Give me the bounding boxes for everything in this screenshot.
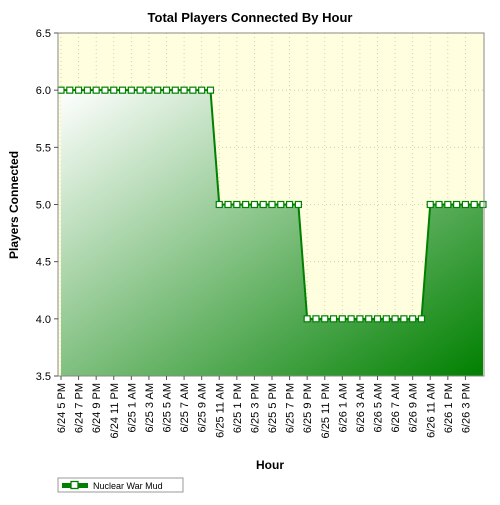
- y-tick-label: 4.5: [36, 257, 51, 269]
- data-point: [461, 200, 470, 209]
- data-point: [162, 86, 171, 94]
- data-point: [356, 315, 364, 323]
- x-tick-label: 6/25 3 PM: [249, 383, 261, 433]
- data-point: [294, 200, 302, 209]
- data-point: [303, 315, 311, 323]
- data-point: [321, 315, 329, 323]
- legend-label: Nuclear War Mud: [93, 481, 163, 491]
- data-point: [479, 200, 487, 209]
- data-point: [417, 315, 426, 323]
- x-tick-label: 6/26 9 AM: [408, 383, 420, 433]
- data-point: [400, 315, 408, 323]
- data-point: [233, 200, 241, 209]
- x-tick-label: 6/25 9 AM: [197, 383, 209, 433]
- data-point: [373, 315, 382, 323]
- data-point: [92, 86, 100, 94]
- x-tick-label: 6/26 1 PM: [443, 383, 455, 433]
- data-point: [57, 86, 65, 94]
- x-axis-label: Hour: [256, 458, 284, 472]
- y-axis: 3.5 4.0 4.5 5.0 5.5 6.0 6.5: [36, 28, 58, 383]
- data-point: [127, 86, 135, 94]
- y-tick-label: 5.5: [36, 142, 51, 154]
- series-area: [61, 90, 483, 377]
- data-point: [329, 315, 338, 323]
- y-tick-label: 6.0: [36, 85, 51, 97]
- y-tick-label: 4.0: [36, 314, 51, 326]
- data-point: [435, 200, 443, 209]
- y-tick-label: 6.5: [36, 28, 51, 40]
- y-tick-label: 5.0: [36, 200, 51, 212]
- data-point: [426, 200, 434, 209]
- x-tick-label: 6/25 7 AM: [179, 383, 191, 433]
- x-tick-label: 6/26 3 PM: [460, 383, 472, 433]
- x-axis: 6/24 5 PM 6/24 7 PM 6/24 9 PM 6/24 11 PM 6/2…: [56, 376, 472, 438]
- data-point: [312, 315, 320, 323]
- x-tick-label: 6/25 5 AM: [162, 383, 174, 433]
- legend-box: [57, 477, 184, 493]
- x-tick-label: 6/25 3 AM: [144, 383, 156, 433]
- data-point: [224, 200, 232, 209]
- data-point: [110, 86, 118, 94]
- data-point: [145, 86, 153, 94]
- data-point: [180, 86, 188, 94]
- data-point: [391, 315, 399, 323]
- chart-title: Total Players Connected By Hour: [148, 10, 353, 25]
- data-point: [66, 86, 74, 94]
- data-point: [347, 315, 355, 323]
- x-tick-label: 6/24 11 PM: [109, 383, 121, 438]
- x-tick-label: 6/26 7 AM: [390, 383, 402, 433]
- data-point: [215, 200, 223, 209]
- x-tick-label: 6/25 1 PM: [232, 383, 244, 433]
- x-tick-label: 6/26 3 AM: [355, 383, 367, 433]
- data-point: [118, 86, 127, 94]
- y-axis-label: Players Connected: [7, 151, 21, 259]
- x-tick-label: 6/25 11 PM: [320, 383, 332, 438]
- data-point: [74, 86, 83, 94]
- data-point: [409, 315, 417, 323]
- data-point: [136, 86, 144, 94]
- x-tick-label: 6/25 9 PM: [302, 383, 314, 433]
- x-tick-label: 6/25 7 PM: [285, 383, 297, 433]
- data-point: [198, 86, 206, 94]
- legend-marker: [70, 480, 79, 490]
- x-tick-label: 6/24 5 PM: [56, 383, 68, 433]
- x-tick-label: 6/24 7 PM: [74, 383, 86, 433]
- data-point: [154, 86, 162, 94]
- data-point: [250, 200, 259, 209]
- data-point: [206, 86, 215, 94]
- data-point: [259, 200, 267, 209]
- data-point: [277, 200, 285, 209]
- x-tick-label: 6/25 5 PM: [267, 383, 279, 433]
- data-point: [242, 200, 250, 209]
- data-point: [83, 86, 91, 94]
- x-tick-label: 6/26 5 AM: [373, 383, 385, 433]
- data-point: [453, 200, 461, 209]
- data-point: [338, 315, 346, 323]
- data-point: [285, 200, 294, 209]
- data-point: [382, 315, 390, 323]
- x-tick-label: 6/26 11 AM: [425, 383, 437, 438]
- data-point: [444, 200, 452, 209]
- data-point: [268, 200, 276, 209]
- x-tick-label: 6/25 11 AM: [214, 383, 226, 438]
- data-point: [171, 86, 179, 94]
- legend: Nuclear War Mud: [57, 477, 184, 493]
- x-tick-label: 6/24 9 PM: [91, 383, 103, 433]
- data-point: [101, 86, 109, 94]
- data-point: [189, 86, 197, 94]
- data-points: [57, 86, 487, 323]
- data-point: [470, 200, 478, 209]
- x-tick-label: 6/25 1 AM: [126, 383, 138, 433]
- y-tick-label: 3.5: [36, 371, 51, 383]
- x-tick-label: 6/26 1 AM: [337, 383, 349, 433]
- data-point: [365, 315, 373, 323]
